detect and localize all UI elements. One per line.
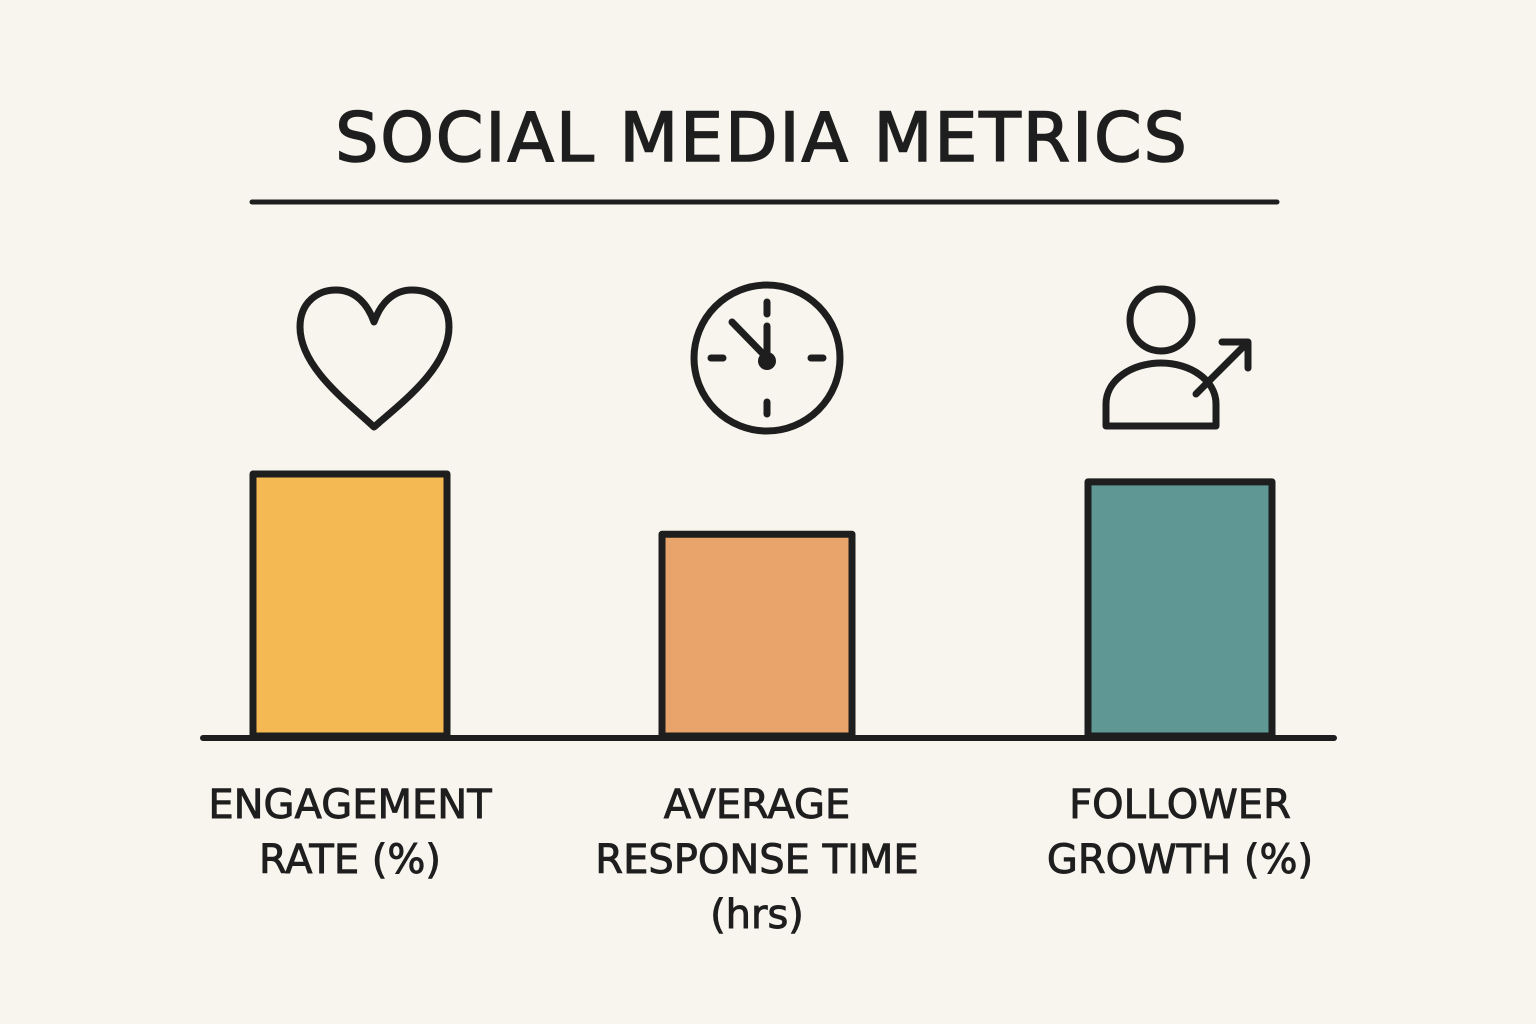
category-label-line: GROWTH (%) bbox=[1047, 837, 1313, 883]
bar-1 bbox=[249, 470, 451, 740]
bar-2 bbox=[658, 530, 856, 740]
category-label-line: RESPONSE TIME bbox=[595, 837, 918, 883]
clock-icon bbox=[690, 281, 844, 435]
category-label-1: ENGAGEMENT RATE (%) bbox=[208, 782, 492, 883]
category-label-3: FOLLOWER GROWTH (%) bbox=[1047, 782, 1313, 883]
chart-title: SOCIAL MEDIA METRICS bbox=[335, 99, 1189, 178]
heart-icon bbox=[296, 286, 453, 431]
category-label-line: FOLLOWER bbox=[1069, 782, 1291, 828]
category-label-2: AVERAGE RESPONSE TIME (hrs) bbox=[595, 782, 918, 938]
category-label-line: RATE (%) bbox=[259, 837, 441, 883]
category-label-line: (hrs) bbox=[710, 892, 804, 938]
category-label-line: AVERAGE bbox=[664, 782, 851, 828]
bars bbox=[249, 470, 1276, 740]
category-label-line: ENGAGEMENT bbox=[208, 782, 492, 828]
category-labels: ENGAGEMENT RATE (%) AVERAGE RESPONSE TIME (h… bbox=[208, 782, 1314, 939]
bar-3 bbox=[1084, 478, 1276, 740]
user-growth-icon bbox=[1102, 285, 1252, 430]
